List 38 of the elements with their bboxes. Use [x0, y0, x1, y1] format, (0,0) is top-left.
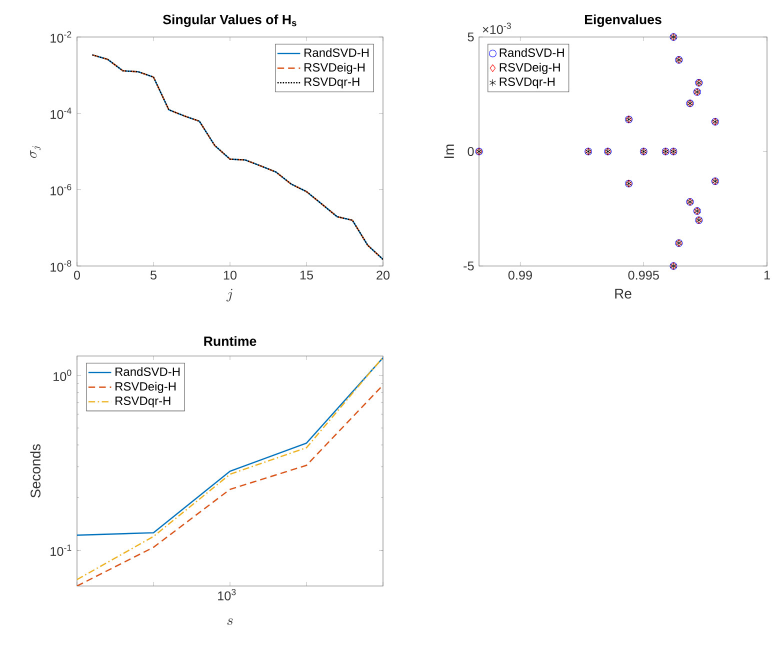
legend-label: RandSVD-H [500, 48, 564, 57]
x-axis-title: $j$ [226, 288, 232, 302]
y-tick-label: 10$^{-8}$ [50, 260, 72, 272]
legend-label: RSVDqr-H [116, 396, 170, 408]
x-tick-label: 1 [764, 270, 770, 280]
chart-title: Eigenvalues [585, 14, 662, 27]
x-tick-label: 15 [300, 270, 314, 280]
legend-label: RSVDeig-H [304, 62, 365, 74]
x-tick-label: 10 [224, 270, 237, 280]
y-tick-label: 10$^{0}$ [54, 370, 72, 382]
y-tick-label: 10$^{-4}$ [50, 108, 72, 119]
legend-label: RSVDeig-H [500, 62, 560, 74]
y-axis-title: $\sigma_j$ [30, 146, 41, 158]
chart-title: Runtime [204, 336, 256, 346]
y-tick-label: -5 [464, 262, 474, 270]
legend-label: RSVDqr-H [304, 78, 360, 88]
legend-label: RSVDqr-H [500, 78, 555, 88]
legend-label: RSVDeig-H [116, 382, 176, 394]
legend-label: RandSVD-H [116, 367, 180, 376]
text: ×10$^{-3}$ [482, 22, 511, 34]
x-tick-label: 0.995 [628, 270, 659, 280]
y-tick-label: 10$^{-6}$ [50, 184, 72, 196]
legend-label: RandSVD-H [304, 48, 369, 57]
x-axis-title: Re [615, 288, 632, 299]
text: 10$^{3}$ [218, 588, 236, 600]
y-tick-label: 5 [468, 32, 474, 42]
chart-title: Singular Values of H$_{s}$ [162, 14, 296, 27]
x-tick-label: 0.99 [508, 270, 532, 280]
y-axis-title: Seconds [30, 444, 41, 498]
y-tick-label: 0 [468, 147, 474, 156]
y-tick-label: 10$^{-2}$ [50, 31, 72, 43]
x-axis-title: $s$ [227, 618, 233, 625]
y-tick-label: 10$^{-1}$ [50, 544, 72, 556]
line-series [77, 357, 384, 536]
x-tick-label: 5 [150, 270, 157, 280]
x-tick-label: 0 [74, 270, 80, 280]
x-tick-label: 20 [376, 270, 390, 280]
y-axis-title: Im [444, 144, 454, 158]
